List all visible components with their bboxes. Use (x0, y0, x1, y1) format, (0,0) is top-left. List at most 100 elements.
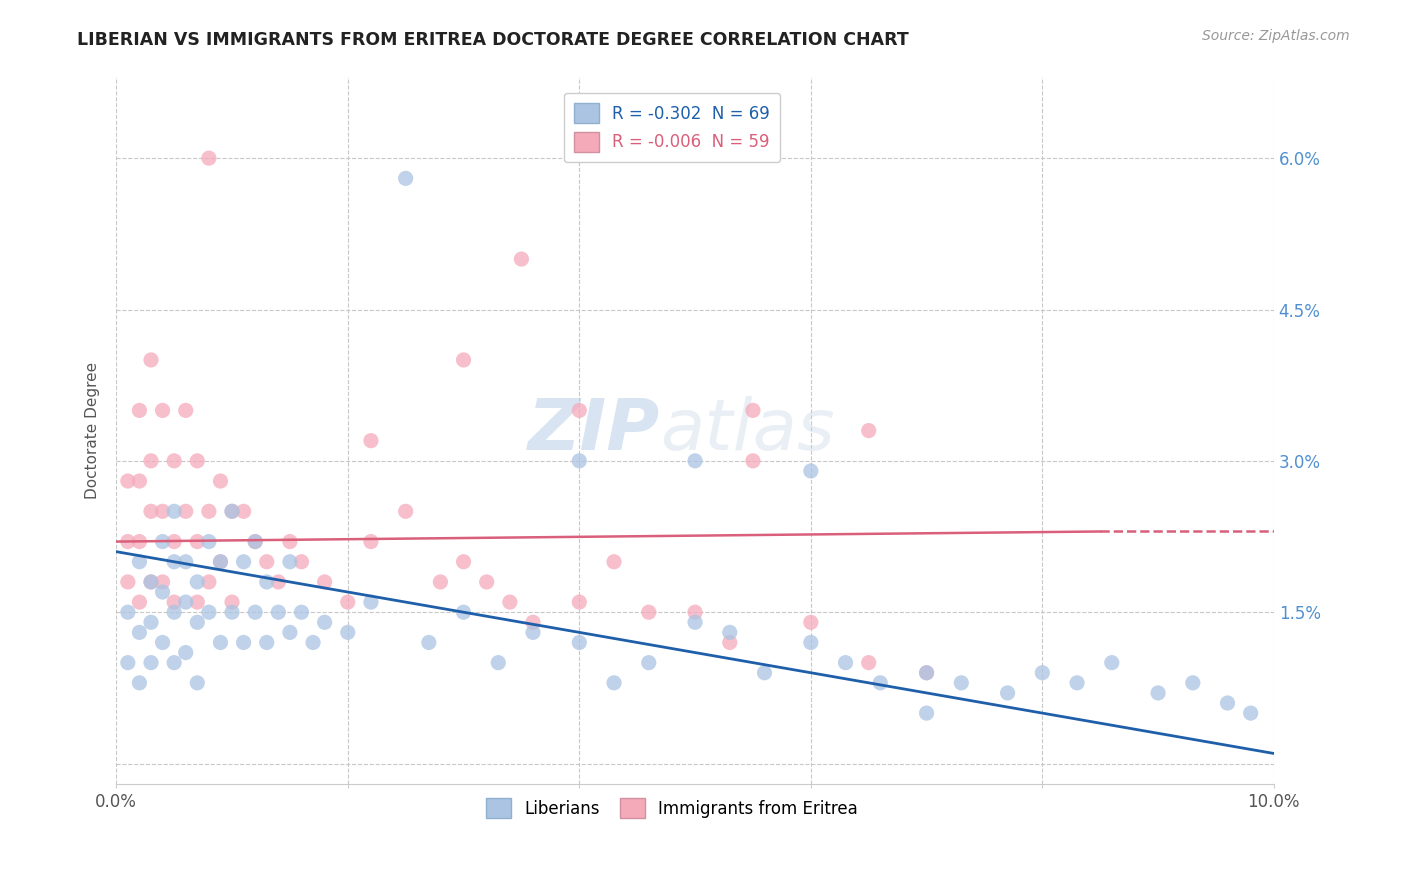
Point (858, 424, 880, 438)
Point (800, 464, 823, 478)
Point (128, 625, 150, 640)
Point (683, 454, 706, 468)
Point (198, 574, 221, 589)
Point (267, 605, 290, 619)
Point (1181, 676, 1204, 690)
Point (568, 595, 591, 609)
Point (754, 665, 776, 680)
Point (128, 474, 150, 488)
Point (256, 635, 278, 649)
Point (152, 574, 174, 589)
Point (429, 574, 451, 589)
Point (232, 635, 254, 649)
Point (128, 595, 150, 609)
Point (209, 474, 232, 488)
Point (152, 403, 174, 417)
Point (360, 595, 382, 609)
Point (139, 574, 162, 589)
Point (290, 555, 312, 569)
Point (915, 665, 938, 680)
Point (117, 656, 139, 670)
Point (139, 504, 162, 518)
Point (522, 615, 544, 630)
Point (163, 555, 186, 569)
Point (603, 676, 626, 690)
Point (1031, 665, 1053, 680)
Point (163, 605, 186, 619)
Point (209, 555, 232, 569)
Point (256, 555, 278, 569)
Point (683, 615, 706, 630)
Point (232, 555, 254, 569)
Point (568, 454, 591, 468)
Point (1101, 656, 1123, 670)
Point (221, 504, 243, 518)
Point (128, 555, 150, 569)
Legend: Liberians, Immigrants from Eritrea: Liberians, Immigrants from Eritrea (479, 791, 865, 825)
Point (915, 706, 938, 720)
Point (314, 615, 336, 630)
Point (395, 504, 418, 518)
Point (453, 353, 475, 368)
Point (174, 403, 197, 417)
Point (510, 252, 533, 266)
Point (278, 625, 301, 640)
Point (858, 656, 880, 670)
Point (198, 605, 221, 619)
Point (637, 605, 659, 619)
Point (117, 474, 139, 488)
Point (997, 686, 1019, 700)
Point (152, 504, 174, 518)
Point (209, 635, 232, 649)
Point (117, 574, 139, 589)
Point (186, 534, 208, 549)
Point (221, 595, 243, 609)
Point (1216, 696, 1239, 710)
Point (800, 615, 823, 630)
Point (522, 625, 544, 640)
Point (453, 605, 475, 619)
Y-axis label: Doctorate Degree: Doctorate Degree (86, 362, 100, 500)
Point (152, 585, 174, 599)
Point (128, 403, 150, 417)
Point (336, 595, 359, 609)
Point (869, 676, 891, 690)
Point (163, 656, 186, 670)
Point (232, 504, 254, 518)
Point (163, 534, 186, 549)
Point (243, 605, 266, 619)
Point (603, 555, 626, 569)
Point (278, 555, 301, 569)
Point (800, 635, 823, 649)
Point (139, 454, 162, 468)
Point (683, 605, 706, 619)
Point (568, 403, 591, 417)
Point (152, 534, 174, 549)
Text: ZIP: ZIP (529, 396, 661, 465)
Point (360, 434, 382, 448)
Point (453, 555, 475, 569)
Point (163, 595, 186, 609)
Point (1240, 706, 1263, 720)
Point (256, 574, 278, 589)
Point (834, 656, 856, 670)
Point (221, 504, 243, 518)
Text: LIBERIAN VS IMMIGRANTS FROM ERITREA DOCTORATE DEGREE CORRELATION CHART: LIBERIAN VS IMMIGRANTS FROM ERITREA DOCT… (77, 31, 910, 49)
Point (475, 574, 498, 589)
Point (243, 534, 266, 549)
Point (1147, 686, 1170, 700)
Point (139, 574, 162, 589)
Point (174, 595, 197, 609)
Point (742, 403, 765, 417)
Point (186, 676, 208, 690)
Point (139, 656, 162, 670)
Text: Source: ZipAtlas.com: Source: ZipAtlas.com (1202, 29, 1350, 43)
Point (198, 504, 221, 518)
Point (742, 454, 765, 468)
Point (395, 171, 418, 186)
Point (718, 625, 741, 640)
Point (186, 574, 208, 589)
Point (117, 534, 139, 549)
Point (139, 353, 162, 368)
Point (174, 504, 197, 518)
